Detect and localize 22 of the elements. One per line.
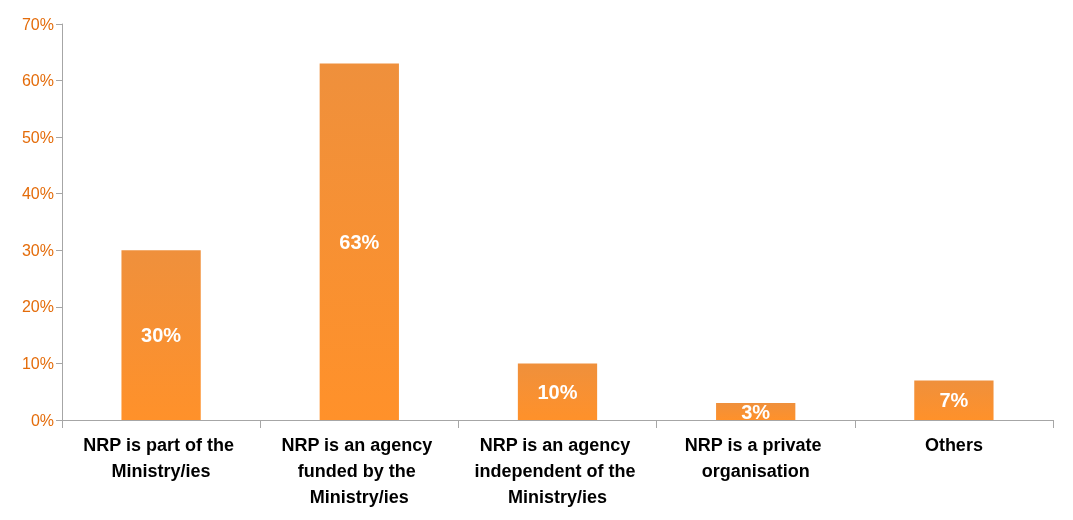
data-label: 30% xyxy=(141,324,182,347)
bar xyxy=(319,63,399,420)
y-tick-label: 0% xyxy=(30,411,54,429)
y-tick-label: 70% xyxy=(21,15,54,33)
x-tick-label: NRP is a private organisation xyxy=(684,435,827,481)
data-label: 10% xyxy=(537,380,578,403)
y-tick-label: 40% xyxy=(21,185,54,203)
y-tick-label: 10% xyxy=(21,354,54,372)
bar xyxy=(914,380,994,420)
data-label: 3% xyxy=(741,400,771,423)
x-tick-label: NRP is part of the Ministry/ies xyxy=(83,435,239,481)
y-tick-label: 20% xyxy=(21,298,54,316)
y-tick-label: 50% xyxy=(21,128,54,146)
x-tick-label: Others xyxy=(924,435,983,455)
bar xyxy=(517,363,598,420)
x-tick-label: NRP is an agency independent of the Ministry/ies xyxy=(474,435,641,507)
data-label: 7% xyxy=(939,389,969,412)
x-tick-label: NRP is an agency funded by the Ministry/ies xyxy=(281,435,438,507)
data-label: 63% xyxy=(339,230,380,253)
bar xyxy=(121,250,201,420)
y-tick-label: 30% xyxy=(21,241,54,259)
y-tick-label: 60% xyxy=(21,72,54,90)
